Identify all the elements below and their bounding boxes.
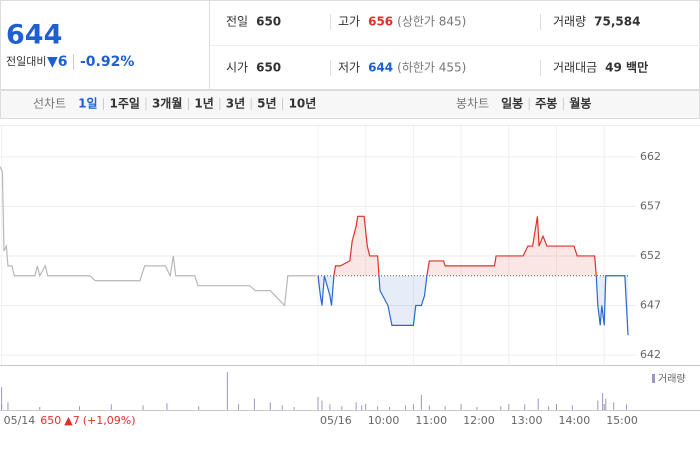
y-tick-label: 652 bbox=[640, 249, 661, 262]
volume-bar bbox=[613, 402, 615, 410]
tab[interactable]: 5년 bbox=[257, 97, 276, 111]
chart: 642 647 652 657 662 05/14 05/16 10:00 11:00 12:00… bbox=[0, 125, 700, 427]
volume-bar bbox=[444, 406, 446, 410]
tab[interactable]: 10년 bbox=[289, 97, 317, 111]
item-value: 650 bbox=[256, 61, 281, 75]
volume-bar bbox=[602, 392, 604, 410]
x-tick-label: 12:00 bbox=[463, 414, 495, 427]
item-label: 고가 bbox=[338, 15, 360, 29]
tab[interactable]: 일봉 bbox=[501, 97, 523, 111]
volume-bar bbox=[1, 387, 3, 410]
volume-bar bbox=[142, 405, 144, 410]
volume-bar bbox=[571, 405, 573, 410]
volume-bar bbox=[476, 406, 478, 410]
volume-bar bbox=[269, 402, 271, 410]
price-line bbox=[317, 215, 629, 336]
tab[interactable]: 주봉 bbox=[535, 97, 557, 111]
item-label: 시가 bbox=[226, 61, 248, 75]
change-label: 전일대비 bbox=[6, 54, 46, 68]
volume-legend: 거래량 bbox=[658, 373, 686, 385]
volume-bar bbox=[389, 406, 391, 410]
item-note: (하한가 455) bbox=[397, 61, 466, 75]
x-tick-label: 14:00 bbox=[559, 414, 591, 427]
x-tick-label: 13:00 bbox=[511, 414, 543, 427]
prev-close-note: 650 bbox=[40, 414, 61, 427]
item-value: 650 bbox=[256, 15, 281, 29]
tabs: 선차트 1일 1주일 3개월 1년 3년 5년 10년 봉차트 일봉 주봉 월봉 bbox=[33, 96, 591, 111]
item-label: 저가 bbox=[338, 61, 360, 75]
volume-bar bbox=[625, 404, 627, 410]
tab-label: 선차트 bbox=[33, 97, 66, 111]
tab[interactable]: 1주일 bbox=[110, 97, 140, 111]
volume-bar bbox=[377, 406, 379, 410]
item-label: 거래량 bbox=[553, 15, 586, 29]
volume-bar bbox=[404, 405, 406, 410]
volume-bar bbox=[238, 404, 239, 410]
volume-bar bbox=[166, 403, 168, 410]
x-tick-label: 15:00 bbox=[606, 414, 638, 427]
y-tick-label: 642 bbox=[640, 348, 661, 361]
tab-label: 봉차트 bbox=[456, 97, 489, 111]
y-tick-label: 657 bbox=[640, 199, 661, 212]
item-value: 49 백만 bbox=[605, 60, 648, 75]
change-pct: -0.92% bbox=[80, 54, 134, 70]
volume-bar bbox=[281, 405, 283, 410]
volume-bar bbox=[420, 394, 422, 410]
tab[interactable]: 3개월 bbox=[152, 96, 182, 111]
y-tick-label: 662 bbox=[640, 150, 661, 163]
prev-close-note: ▲7 bbox=[64, 414, 79, 427]
item-label: 거래대금 bbox=[553, 61, 597, 75]
tab-bar bbox=[0, 90, 700, 119]
volume-bar bbox=[79, 406, 80, 410]
volume-bar bbox=[361, 405, 363, 410]
prev-close-note: (+1,09%) bbox=[83, 414, 136, 427]
volume-bar bbox=[537, 398, 539, 410]
volume-bar bbox=[317, 396, 319, 410]
volume-bar bbox=[226, 372, 228, 410]
x-tick-label: 10:00 bbox=[368, 414, 400, 427]
volume-bar bbox=[110, 404, 112, 410]
tab[interactable]: 1년 bbox=[194, 97, 213, 111]
item-label: 전일 bbox=[226, 15, 248, 29]
item-note: (상한가 845) bbox=[397, 15, 466, 29]
price: 644 bbox=[6, 20, 62, 51]
volume-bar bbox=[329, 404, 331, 410]
tab[interactable]: 1일 bbox=[78, 97, 97, 111]
price-line bbox=[0, 166, 317, 307]
item-value: 644 bbox=[368, 61, 393, 75]
volume-bar bbox=[39, 406, 41, 410]
volume-bar bbox=[524, 404, 526, 410]
x-tick-label: 11:00 bbox=[415, 414, 447, 427]
volume-bar bbox=[355, 402, 357, 410]
volume-bar bbox=[548, 406, 550, 410]
tab[interactable]: 3년 bbox=[226, 97, 245, 111]
tab[interactable]: 월봉 bbox=[569, 96, 591, 111]
volume-bar bbox=[293, 406, 295, 410]
volume-bar bbox=[7, 402, 9, 410]
item-value: 75,584 bbox=[594, 15, 640, 29]
change: ▼6 bbox=[47, 54, 68, 70]
x-tick-label: 05/14 bbox=[4, 414, 36, 427]
volume-legend-swatch bbox=[652, 374, 655, 383]
volume-bar bbox=[198, 406, 200, 410]
volume-bar bbox=[321, 400, 323, 410]
volume-bar bbox=[597, 400, 599, 410]
item-value: 656 bbox=[368, 15, 393, 29]
y-tick-label: 647 bbox=[640, 299, 661, 312]
volume-bar bbox=[341, 406, 343, 410]
volume-bar bbox=[253, 398, 255, 410]
volume-bar bbox=[500, 406, 502, 410]
area bbox=[318, 216, 629, 336]
volume-bar bbox=[605, 398, 607, 410]
x-tick-label: 05/16 bbox=[320, 414, 352, 427]
volume-bar bbox=[428, 405, 430, 410]
